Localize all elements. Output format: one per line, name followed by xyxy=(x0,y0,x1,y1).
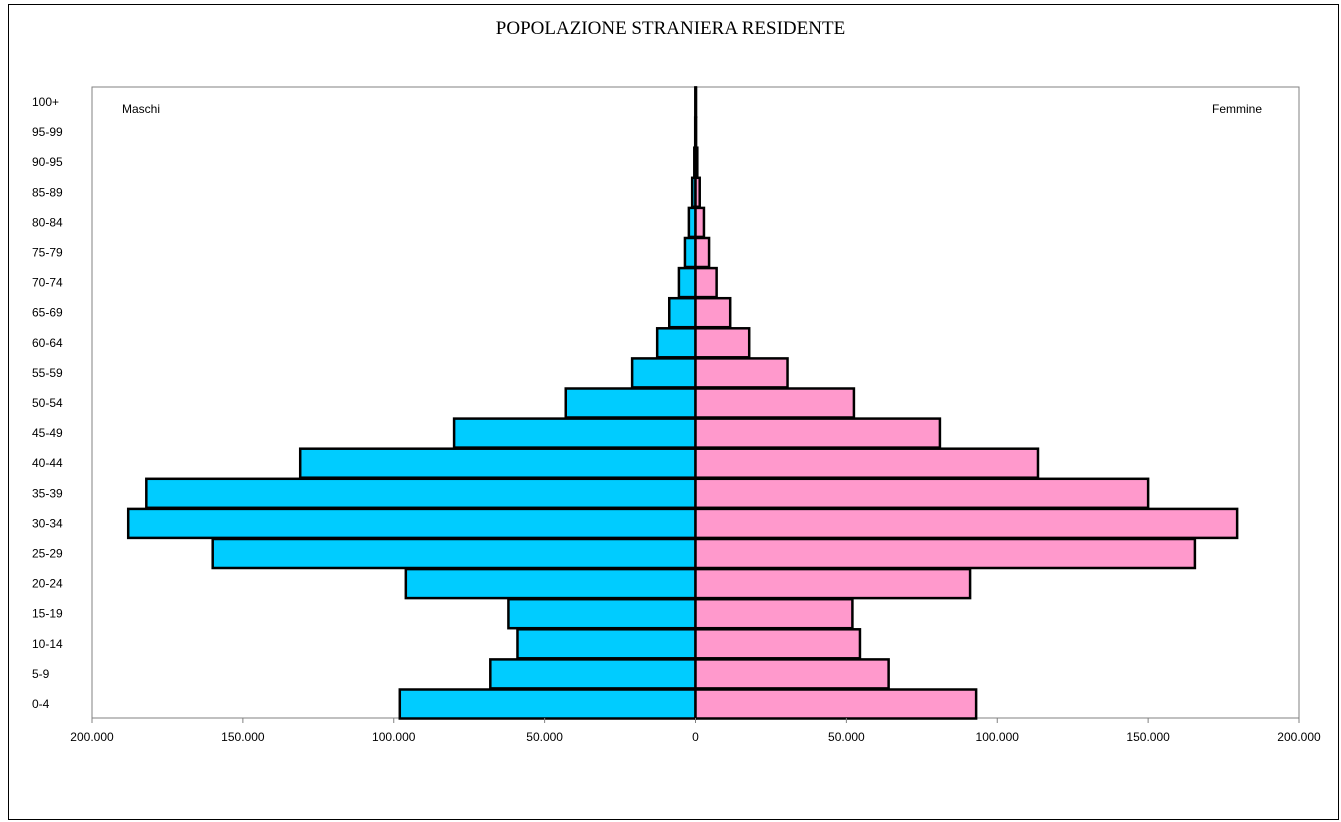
y-tick-label: 80-84 xyxy=(32,215,63,229)
bar-maschi-50-54 xyxy=(564,387,697,419)
x-tick-label: 50.000 xyxy=(828,730,865,744)
x-tick-label: 200.000 xyxy=(1277,730,1321,744)
y-tick-label: 60-64 xyxy=(32,336,63,350)
bar-maschi-15-19 xyxy=(507,597,697,630)
x-tick-label: 100.000 xyxy=(976,730,1020,744)
bar-maschi-55-59 xyxy=(630,357,697,389)
bar-femmine-75-79 xyxy=(694,236,711,269)
bar-maschi-30-34 xyxy=(126,507,697,540)
y-tick-label: 40-44 xyxy=(32,456,63,470)
y-tick-label: 65-69 xyxy=(32,306,63,320)
x-tick-label: 200.000 xyxy=(70,730,114,744)
bars-group xyxy=(126,86,1239,720)
x-tick-label: 50.000 xyxy=(526,730,563,744)
chart-title: POPOLAZIONE STRANIERA RESIDENTE xyxy=(495,18,846,39)
bar-femmine-0-4 xyxy=(694,688,978,720)
bar-maschi-65-69 xyxy=(667,296,697,329)
bar-femmine-50-54 xyxy=(694,387,856,419)
y-tick-label: 95-99 xyxy=(32,125,63,139)
y-tick-label: 45-49 xyxy=(32,426,63,440)
bar-femmine-65-69 xyxy=(694,296,732,329)
y-tick-label: 55-59 xyxy=(32,366,63,380)
x-axis: 200.000 150.000 100.000 50.000 0 50.000 100.00… xyxy=(70,718,1321,744)
bar-femmine-25-29 xyxy=(694,537,1197,570)
bar-femmine-30-34 xyxy=(694,507,1239,540)
y-tick-label: 90-95 xyxy=(32,155,63,169)
y-tick-label: 10-14 xyxy=(32,637,63,651)
bar-femmine-5-9 xyxy=(694,658,890,690)
y-tick-label: 50-54 xyxy=(32,396,63,410)
bar-femmine-10-14 xyxy=(694,628,862,660)
bar-femmine-35-39 xyxy=(694,477,1150,510)
bar-femmine-60-64 xyxy=(694,327,751,359)
y-tick-label: 85-89 xyxy=(32,185,63,199)
y-tick-label: 15-19 xyxy=(32,607,63,621)
x-tick-label: 0 xyxy=(692,730,699,744)
bar-femmine-55-59 xyxy=(694,357,789,389)
x-tick-label: 100.000 xyxy=(372,730,416,744)
legend-femmine: Femmine xyxy=(1212,102,1262,116)
y-tick-labels: 0-4 5-9 10-14 15-19 20-24 25-29 30-34 35-39 40-4… xyxy=(32,95,63,711)
bar-maschi-45-49 xyxy=(452,417,697,449)
bar-maschi-60-64 xyxy=(655,327,697,359)
y-tick-label: 20-24 xyxy=(32,577,63,591)
x-tick-label: 150.000 xyxy=(1126,730,1170,744)
bar-femmine-20-24 xyxy=(694,567,972,600)
bar-femmine-70-74 xyxy=(694,266,718,299)
bar-femmine-15-19 xyxy=(694,597,854,630)
y-tick-label: 25-29 xyxy=(32,547,63,561)
y-tick-label: 5-9 xyxy=(32,667,50,681)
y-tick-label: 35-39 xyxy=(32,486,63,500)
y-tick-label: 70-74 xyxy=(32,276,63,290)
bar-maschi-75-79 xyxy=(683,236,697,269)
bar-maschi-5-9 xyxy=(489,658,697,690)
bar-maschi-25-29 xyxy=(211,537,697,570)
bar-maschi-35-39 xyxy=(145,477,697,510)
bar-maschi-10-14 xyxy=(516,628,697,660)
legend-maschi: Maschi xyxy=(122,102,160,116)
x-tick-label: 150.000 xyxy=(221,730,265,744)
bar-maschi-0-4 xyxy=(398,688,697,720)
y-tick-label: 100+ xyxy=(32,95,59,109)
bar-femmine-80-84 xyxy=(694,206,706,239)
y-tick-label: 0-4 xyxy=(32,697,50,711)
bar-maschi-20-24 xyxy=(404,567,697,600)
bar-femmine-45-49 xyxy=(694,417,942,449)
bar-femmine-40-44 xyxy=(694,447,1040,479)
y-tick-label: 75-79 xyxy=(32,246,63,260)
y-tick-label: 30-34 xyxy=(32,516,63,530)
bar-maschi-40-44 xyxy=(298,447,697,479)
bar-maschi-70-74 xyxy=(677,266,697,299)
